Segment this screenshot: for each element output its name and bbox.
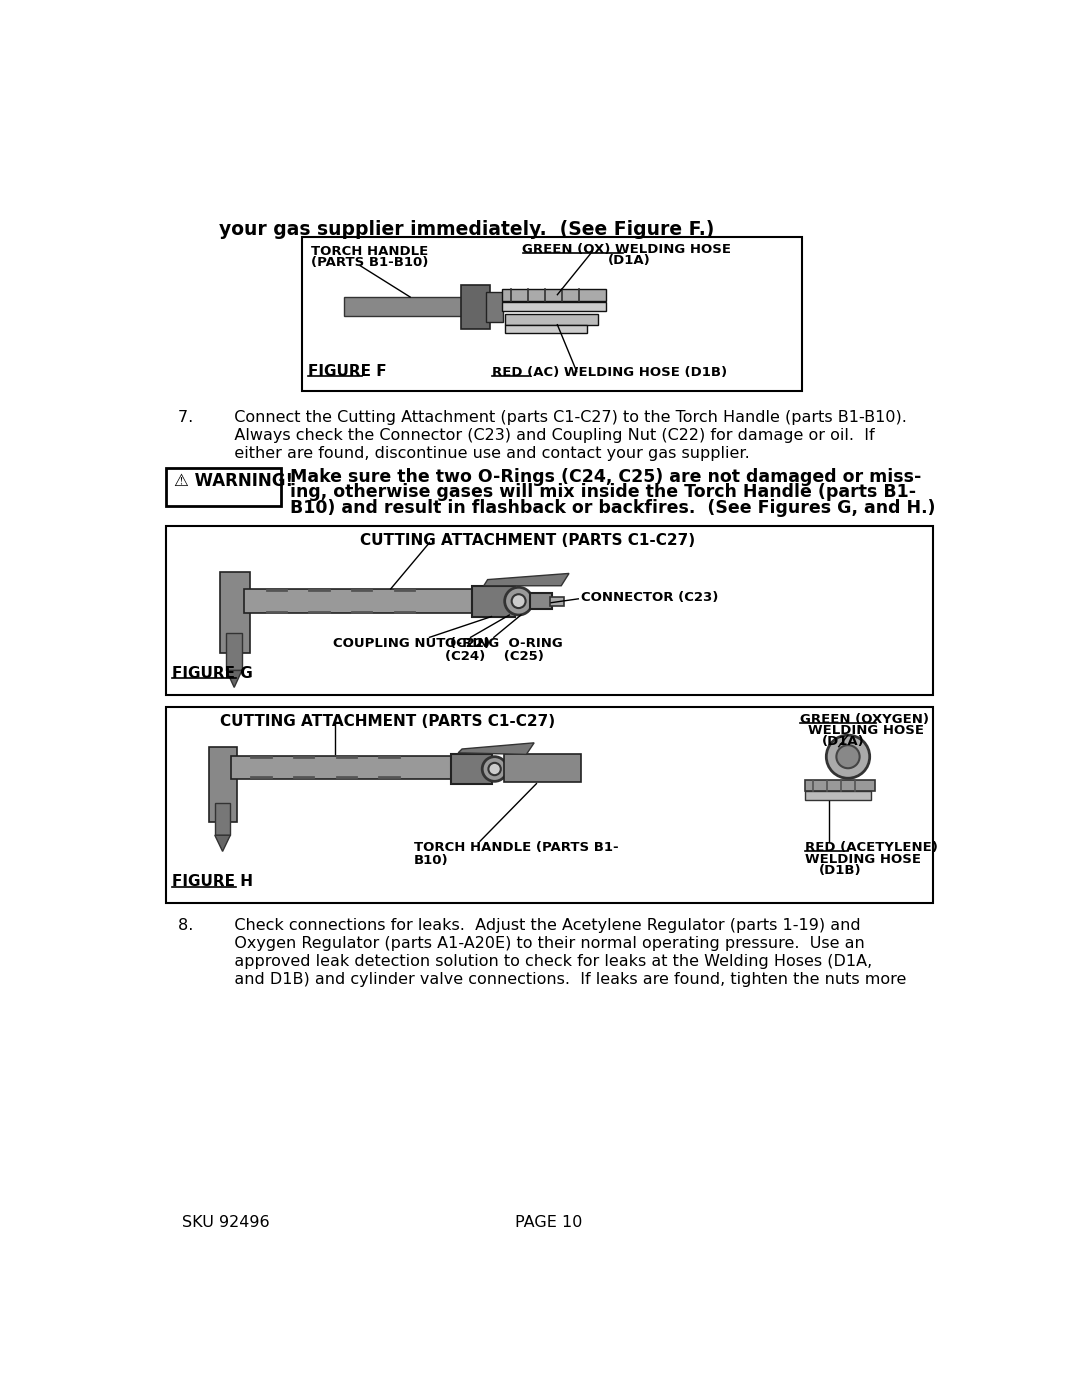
Bar	[472, 585, 515, 616]
Bar	[243, 588, 476, 613]
Text: O-RING  O-RING: O-RING O-RING	[445, 637, 563, 651]
Text: Oxygen Regulator (parts A1-A20E) to their normal operating pressure.  Use an: Oxygen Regulator (parts A1-A20E) to thei…	[177, 936, 864, 951]
Circle shape	[488, 763, 501, 775]
Text: FIGURE G: FIGURE G	[172, 666, 253, 680]
Text: RED (ACETYLENE): RED (ACETYLENE)	[806, 841, 939, 855]
Bar	[806, 780, 875, 791]
Polygon shape	[215, 835, 230, 851]
Text: RED (AC) WELDING HOSE (D1B): RED (AC) WELDING HOSE (D1B)	[491, 366, 727, 380]
Text: PAGE 10: PAGE 10	[515, 1215, 582, 1229]
Bar	[504, 754, 581, 782]
Text: your gas supplier immediately.  (See Figure F.): your gas supplier immediately. (See Figu…	[218, 219, 714, 239]
Text: CUTTING ATTACHMENT (PARTS C1-C27): CUTTING ATTACHMENT (PARTS C1-C27)	[360, 534, 694, 549]
Bar	[215, 803, 230, 835]
Text: (D1B): (D1B)	[820, 865, 862, 877]
Text: CONNECTOR (C23): CONNECTOR (C23)	[581, 591, 718, 604]
Bar	[460, 285, 490, 330]
Text: B10): B10)	[414, 854, 448, 866]
Bar	[231, 756, 456, 780]
Bar	[501, 289, 606, 300]
Bar	[227, 633, 242, 671]
Bar	[501, 302, 606, 312]
Text: WELDING HOSE: WELDING HOSE	[808, 724, 923, 736]
Text: Make sure the two O-Rings (C24, C25) are not damaged or miss-: Make sure the two O-Rings (C24, C25) are…	[291, 468, 921, 486]
Text: (D1A): (D1A)	[822, 735, 864, 749]
Text: COUPLING NUT (C22): COUPLING NUT (C22)	[333, 637, 489, 651]
Bar	[505, 324, 586, 334]
Polygon shape	[458, 743, 535, 754]
Bar	[166, 525, 933, 696]
Text: (C24)    (C25): (C24) (C25)	[445, 650, 544, 662]
Bar	[486, 292, 503, 321]
Text: (PARTS B1-B10): (PARTS B1-B10)	[311, 256, 429, 270]
Text: TORCH HANDLE: TORCH HANDLE	[311, 244, 428, 257]
Circle shape	[512, 594, 526, 608]
Bar	[166, 707, 933, 902]
Text: WELDING HOSE: WELDING HOSE	[806, 854, 921, 866]
Circle shape	[504, 587, 532, 615]
Polygon shape	[227, 671, 242, 687]
Text: either are found, discontinue use and contact your gas supplier.: either are found, discontinue use and co…	[177, 446, 750, 461]
Polygon shape	[484, 573, 569, 585]
Text: TORCH HANDLE (PARTS B1-: TORCH HANDLE (PARTS B1-	[414, 841, 619, 855]
Text: (D1A): (D1A)	[608, 254, 650, 267]
Text: approved leak detection solution to check for leaks at the Welding Hoses (D1A,: approved leak detection solution to chec…	[177, 954, 872, 968]
Bar	[530, 594, 552, 609]
Text: and D1B) and cylinder valve connections.  If leaks are found, tighten the nuts m: and D1B) and cylinder valve connections.…	[177, 971, 906, 986]
Text: ⚠ WARNING!: ⚠ WARNING!	[174, 472, 293, 490]
Circle shape	[836, 745, 860, 768]
Text: ing, otherwise gases will mix inside the Torch Handle (parts B1-: ing, otherwise gases will mix inside the…	[291, 483, 916, 502]
Bar	[451, 754, 491, 784]
Text: GREEN (OX) WELDING HOSE: GREEN (OX) WELDING HOSE	[523, 243, 731, 256]
Bar	[208, 746, 238, 823]
Text: Always check the Connector (C23) and Coupling Nut (C22) for damage or oil.  If: Always check the Connector (C23) and Cou…	[177, 427, 874, 443]
Bar	[301, 237, 801, 391]
Bar	[220, 571, 249, 652]
Text: GREEN (OXYGEN): GREEN (OXYGEN)	[800, 712, 929, 726]
Bar	[550, 597, 564, 606]
Circle shape	[826, 735, 869, 778]
Bar	[345, 298, 464, 316]
Text: FIGURE F: FIGURE F	[308, 365, 387, 379]
Text: SKU 92496: SKU 92496	[181, 1215, 269, 1229]
Bar	[166, 468, 281, 507]
Bar	[806, 791, 872, 800]
Text: FIGURE H: FIGURE H	[172, 875, 253, 890]
Text: B10) and result in flashback or backfires.  (See Figures G, and H.): B10) and result in flashback or backfire…	[291, 499, 935, 517]
Text: 8.        Check connections for leaks.  Adjust the Acetylene Regulator (parts 1-: 8. Check connections for leaks. Adjust t…	[177, 918, 861, 933]
Text: 7.        Connect the Cutting Attachment (parts C1-C27) to the Torch Handle (par: 7. Connect the Cutting Attachment (parts…	[177, 411, 906, 425]
Text: CUTTING ATTACHMENT (PARTS C1-C27): CUTTING ATTACHMENT (PARTS C1-C27)	[220, 714, 555, 729]
Circle shape	[482, 757, 507, 781]
Bar	[505, 314, 598, 324]
